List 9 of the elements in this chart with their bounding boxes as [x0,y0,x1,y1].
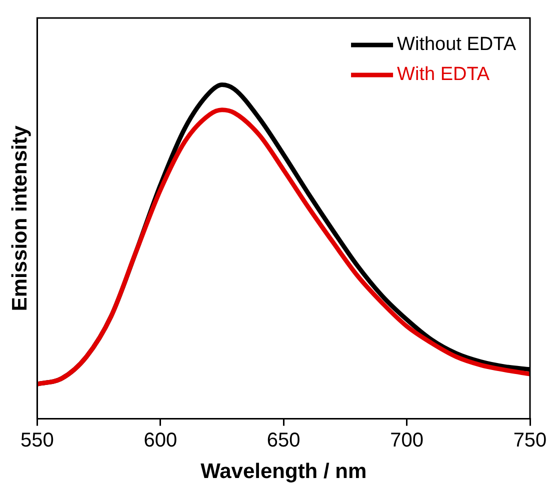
x-axis-title: Wavelength / nm [200,460,367,484]
x-tick-label: 650 [266,429,300,452]
x-tick-label: 750 [513,429,547,452]
legend-label: Without EDTA [397,34,516,56]
x-tick-label: 550 [20,429,54,452]
x-tick-label: 700 [390,429,424,452]
legend-label: With EDTA [397,64,490,86]
y-axis-title: Emission intensity [8,125,32,312]
x-tick-label: 600 [144,429,178,452]
